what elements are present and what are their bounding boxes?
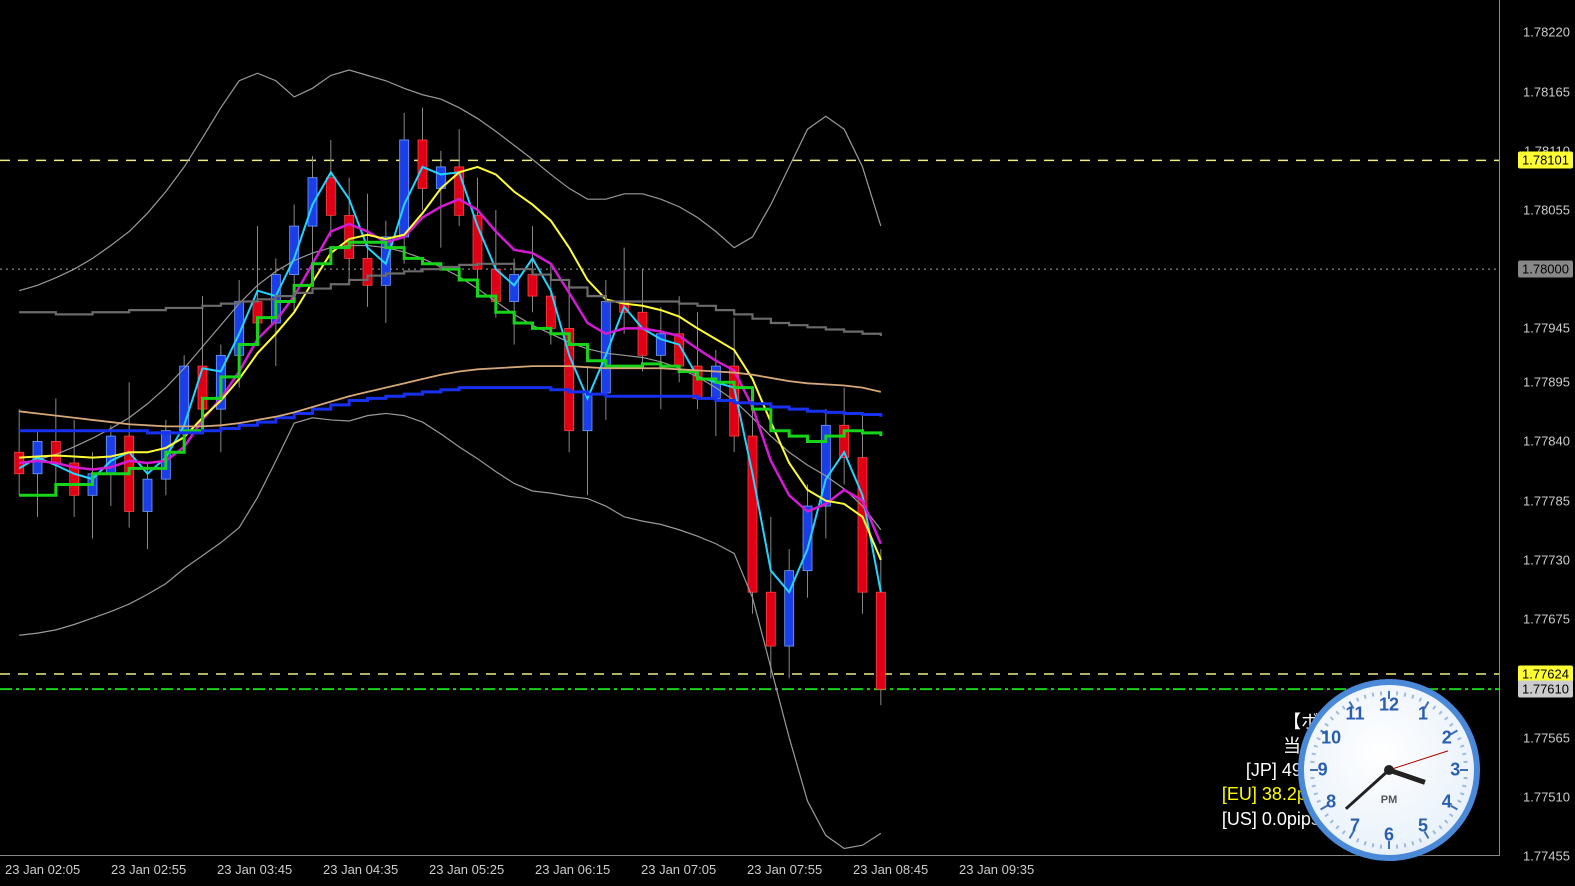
- x-tick: 23 Jan 07:55: [747, 862, 822, 877]
- x-tick: 23 Jan 05:25: [429, 862, 504, 877]
- candle[interactable]: [876, 592, 885, 689]
- y-tick: 1.77565: [1523, 730, 1570, 745]
- candle[interactable]: [766, 592, 775, 646]
- candle[interactable]: [308, 178, 317, 226]
- candle[interactable]: [528, 275, 537, 297]
- x-tick: 23 Jan 02:55: [111, 862, 186, 877]
- x-tick: 23 Jan 08:45: [853, 862, 928, 877]
- time-axis: 23 Jan 02:05 23 Jan 02:55 23 Jan 03:45 23 J…: [0, 855, 1500, 886]
- candle[interactable]: [638, 312, 647, 355]
- candle[interactable]: [785, 571, 794, 646]
- candle[interactable]: [326, 178, 335, 216]
- candle[interactable]: [418, 140, 427, 188]
- price-marker-mid-level: 1.78000: [1518, 261, 1573, 278]
- clock-period: PM: [1381, 794, 1398, 806]
- y-tick: 1.77675: [1523, 612, 1570, 627]
- y-tick: 1.77945: [1523, 321, 1570, 336]
- analog-clock[interactable]: 12 1 2 3 4 5 6 7 8 9 10 11 PM: [1298, 679, 1480, 861]
- x-tick: 23 Jan 06:15: [535, 862, 610, 877]
- x-tick: 23 Jan 07:05: [641, 862, 716, 877]
- y-tick: 1.78220: [1523, 25, 1570, 40]
- y-tick: 1.77785: [1523, 493, 1570, 508]
- candle[interactable]: [363, 258, 372, 285]
- candle[interactable]: [51, 441, 60, 463]
- x-tick: 23 Jan 04:35: [323, 862, 398, 877]
- candle[interactable]: [510, 275, 519, 302]
- clock-2: 2: [1442, 727, 1452, 748]
- clock-center: [1384, 765, 1394, 775]
- x-tick: 23 Jan 03:45: [217, 862, 292, 877]
- candle[interactable]: [180, 366, 189, 431]
- candle[interactable]: [345, 215, 354, 258]
- clock-9: 9: [1318, 760, 1328, 781]
- clock-10: 10: [1321, 727, 1341, 748]
- y-tick: 1.77840: [1523, 434, 1570, 449]
- clock-11: 11: [1345, 703, 1364, 724]
- price-marker-lower-support-2: 1.77610: [1518, 681, 1573, 698]
- x-tick: 23 Jan 09:35: [959, 862, 1034, 877]
- y-tick: 1.77895: [1523, 375, 1570, 390]
- price-axis: 1.782201.781651.781101.780551.780001.779…: [1499, 0, 1575, 856]
- clock-8: 8: [1326, 792, 1336, 813]
- candle[interactable]: [400, 140, 409, 237]
- clock-4: 4: [1442, 792, 1452, 813]
- x-tick: 23 Jan 02:05: [5, 862, 80, 877]
- y-tick: 1.78165: [1523, 84, 1570, 99]
- price-marker-upper-resistance: 1.78101: [1518, 152, 1573, 169]
- clock-3: 3: [1450, 760, 1460, 781]
- y-tick: 1.77510: [1523, 789, 1570, 804]
- kumo-upper: [19, 264, 881, 336]
- trading-chart-window: 1.782201.781651.781101.780551.780001.779…: [0, 0, 1575, 886]
- y-tick: 1.78055: [1523, 202, 1570, 217]
- y-tick: 1.77455: [1523, 849, 1570, 864]
- clock-second-hand: [1389, 750, 1448, 770]
- candle[interactable]: [143, 479, 152, 511]
- y-tick: 1.77730: [1523, 552, 1570, 567]
